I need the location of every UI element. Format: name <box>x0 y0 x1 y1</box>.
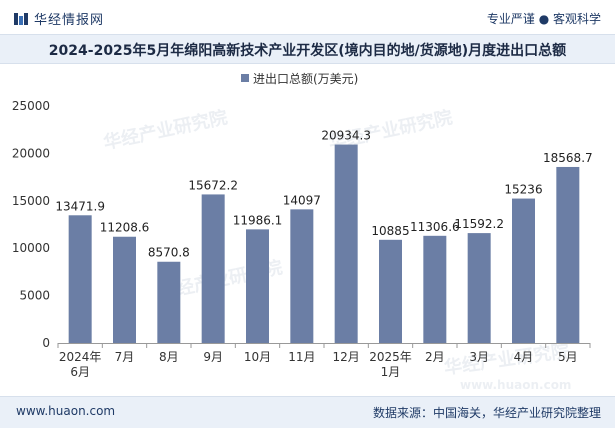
bar-value-label: 8570.8 <box>148 246 190 260</box>
title-bar: 2024-2025年5月年绵阳高新技术产业开发区(境内目的地/货源地)月度进出口… <box>0 34 615 64</box>
x-tick-label: 8月 <box>159 350 179 364</box>
bar-value-label: 11986.1 <box>233 213 283 227</box>
legend-label: 进出口总额(万美元) <box>253 72 358 86</box>
brand[interactable]: 华经情报网 <box>14 9 104 28</box>
data-source: 数据来源：中国海关，华经产业研究院整理 <box>372 406 601 420</box>
bar <box>290 209 314 343</box>
watermark-text: 华经产业研究院 <box>443 340 571 379</box>
logo-icon <box>14 12 28 25</box>
bar-value-label: 13471.9 <box>55 199 105 213</box>
watermark-text: 华经产业研究院 <box>101 106 229 154</box>
bar-value-label: 15672.2 <box>188 178 238 192</box>
bar-value-label: 20934.3 <box>321 129 371 143</box>
bar <box>379 239 402 343</box>
y-tick-label: 20000 <box>12 146 50 160</box>
bar-value-label: 10885 <box>371 224 409 238</box>
bar <box>334 144 358 343</box>
header-bar: 华经情报网 专业严谨 ● 客观科学 <box>0 0 615 34</box>
y-tick-label: 10000 <box>12 241 50 255</box>
x-tick-label: 2025年 <box>369 350 412 364</box>
x-tick-label: 3月 <box>469 350 489 364</box>
x-tick-label: 10月 <box>244 350 271 364</box>
y-tick-label: 0 <box>42 336 50 350</box>
bar-chart: 华经产业研究院华经产业研究院华经产业研究院华经产业研究院www.huaon.co… <box>12 72 593 392</box>
y-tick-label: 5000 <box>19 289 50 303</box>
bar <box>246 229 269 343</box>
x-tick-label: 2月 <box>425 350 445 364</box>
x-tick-label: 11月 <box>288 350 315 364</box>
x-tick-label: 5月 <box>558 350 578 364</box>
bar-value-label: 18568.7 <box>543 151 593 165</box>
chart-title: 2024-2025年5月年绵阳高新技术产业开发区(境内目的地/货源地)月度进出口… <box>48 43 567 59</box>
bar <box>512 198 535 343</box>
x-tick-label: 9月 <box>203 350 223 364</box>
tagline: 专业严谨 ● 客观科学 <box>486 12 601 26</box>
x-tick-label: 7月 <box>115 350 135 364</box>
bar <box>423 235 447 343</box>
bar <box>157 261 181 343</box>
x-tick-label: 4月 <box>514 350 534 364</box>
x-tick-label: 6月 <box>70 365 90 379</box>
footer-bar: www.huaon.com 数据来源：中国海关，华经产业研究院整理 <box>0 396 615 428</box>
bar <box>201 194 225 343</box>
legend-swatch <box>241 74 249 82</box>
bar-value-label: 14097 <box>283 193 321 207</box>
bar <box>113 236 136 343</box>
y-tick-label: 15000 <box>12 194 50 208</box>
bar <box>556 166 580 343</box>
y-tick-label: 25000 <box>12 99 50 113</box>
x-tick-label: 1月 <box>381 365 401 379</box>
bar-value-label: 11208.6 <box>100 221 150 235</box>
footer-url[interactable]: www.huaon.com <box>16 404 116 418</box>
bar-value-label: 11306.6 <box>410 220 460 234</box>
x-tick-label: 2024年 <box>59 350 102 364</box>
bar <box>467 233 491 343</box>
x-tick-label: 12月 <box>333 350 360 364</box>
bar-value-label: 15236 <box>504 183 542 197</box>
bar <box>68 215 92 343</box>
brand-name: 华经情报网 <box>34 13 105 28</box>
watermark-url: www.huaon.com <box>460 378 571 392</box>
bar-value-label: 11592.2 <box>454 217 504 231</box>
